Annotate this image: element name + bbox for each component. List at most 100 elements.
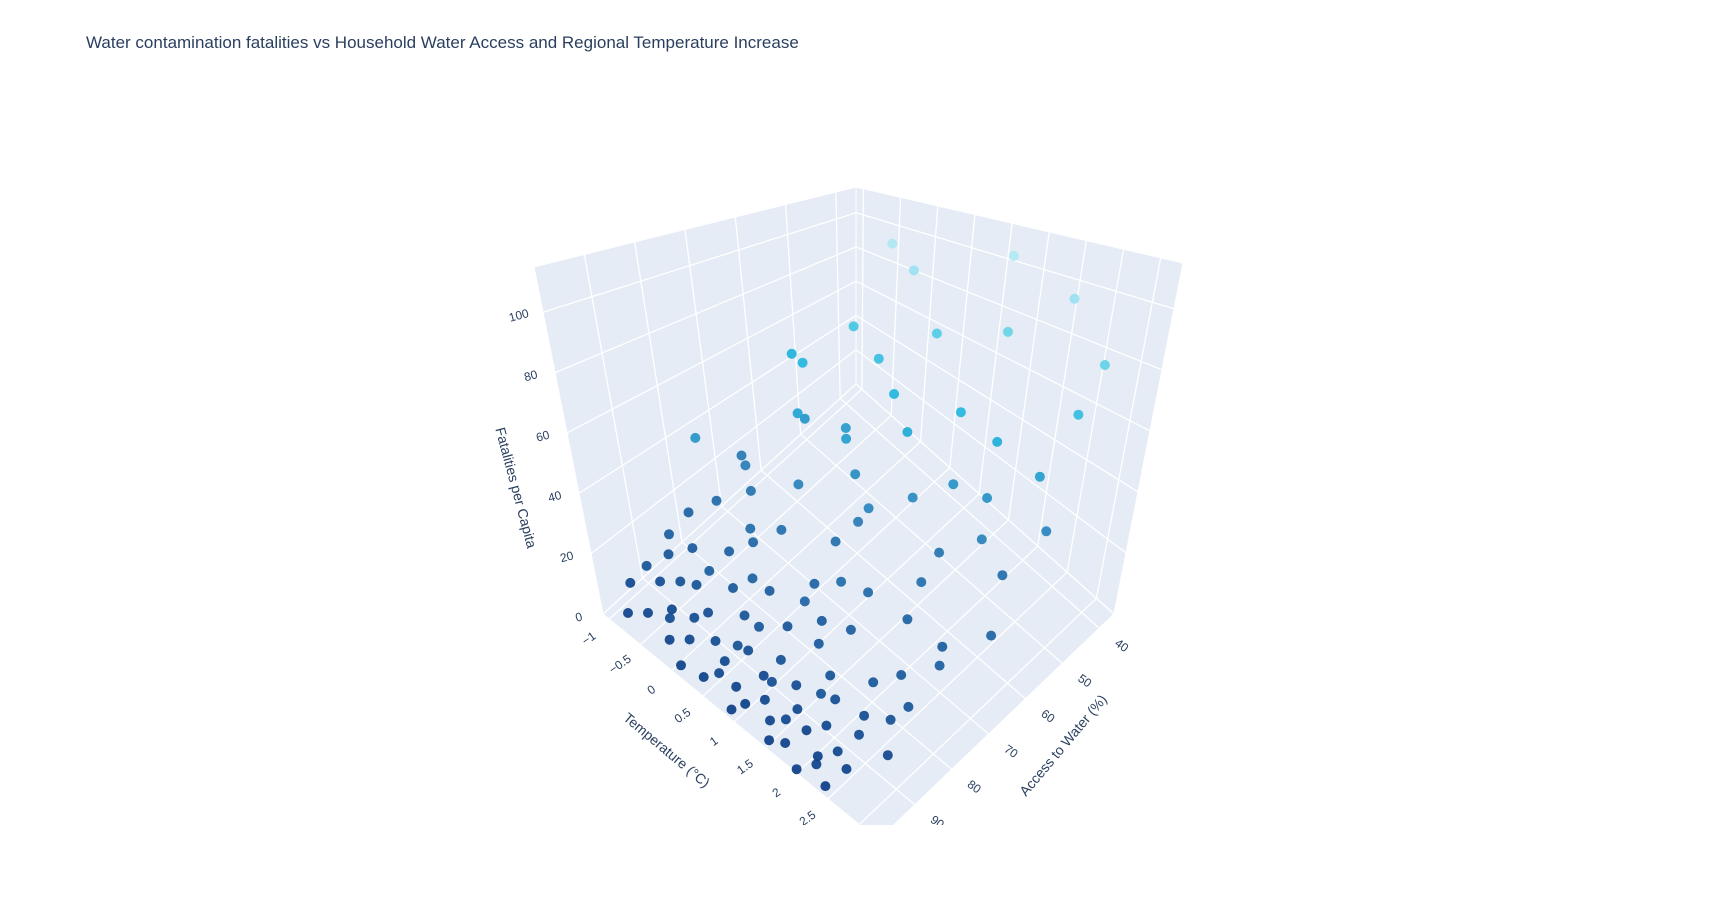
data-point[interactable]	[703, 607, 714, 618]
data-point[interactable]	[726, 704, 737, 715]
data-point[interactable]	[655, 576, 666, 587]
data-point[interactable]	[1073, 409, 1084, 420]
data-point[interactable]	[813, 638, 824, 649]
data-point[interactable]	[816, 615, 827, 626]
data-point[interactable]	[976, 534, 987, 545]
data-point[interactable]	[764, 735, 775, 746]
data-point[interactable]	[740, 460, 751, 471]
data-point[interactable]	[854, 729, 864, 740]
data-point[interactable]	[903, 701, 914, 712]
data-point[interactable]	[791, 764, 802, 775]
data-point[interactable]	[754, 621, 764, 632]
data-point[interactable]	[792, 408, 803, 419]
data-point[interactable]	[623, 608, 633, 618]
data-point[interactable]	[625, 577, 636, 588]
data-point[interactable]	[780, 738, 791, 748]
data-point[interactable]	[853, 516, 864, 527]
data-point[interactable]	[711, 495, 722, 506]
data-point[interactable]	[986, 630, 997, 641]
data-point[interactable]	[948, 479, 959, 490]
data-point[interactable]	[832, 746, 843, 757]
data-point[interactable]	[1069, 293, 1080, 304]
data-point[interactable]	[868, 677, 879, 688]
data-point[interactable]	[698, 672, 709, 682]
data-point[interactable]	[825, 670, 836, 681]
data-point[interactable]	[724, 546, 735, 557]
data-point[interactable]	[732, 640, 743, 651]
data-point[interactable]	[889, 389, 900, 399]
data-point[interactable]	[759, 694, 770, 705]
data-point[interactable]	[776, 524, 787, 535]
data-point[interactable]	[873, 353, 884, 364]
data-point[interactable]	[664, 634, 675, 645]
data-point[interactable]	[664, 613, 675, 624]
data-point[interactable]	[740, 698, 751, 709]
data-point[interactable]	[863, 503, 874, 514]
data-point[interactable]	[764, 585, 775, 596]
data-point[interactable]	[758, 670, 769, 681]
data-point[interactable]	[748, 537, 759, 548]
data-point[interactable]	[643, 607, 653, 618]
data-point[interactable]	[799, 596, 810, 607]
data-point[interactable]	[791, 680, 802, 691]
data-point[interactable]	[801, 725, 812, 736]
data-point[interactable]	[664, 529, 674, 540]
data-point[interactable]	[728, 583, 738, 593]
data-point[interactable]	[997, 570, 1008, 581]
data-point[interactable]	[955, 407, 966, 418]
data-point[interactable]	[793, 479, 804, 490]
data-point[interactable]	[663, 549, 674, 560]
data-point[interactable]	[689, 612, 700, 623]
data-point[interactable]	[992, 436, 1003, 447]
data-point[interactable]	[845, 624, 856, 635]
data-point[interactable]	[916, 577, 927, 588]
data-point[interactable]	[739, 610, 750, 621]
data-point[interactable]	[641, 560, 652, 571]
data-point[interactable]	[719, 656, 730, 667]
data-point[interactable]	[736, 450, 747, 461]
data-point[interactable]	[1041, 526, 1052, 537]
data-point[interactable]	[841, 433, 852, 444]
data-point[interactable]	[902, 614, 913, 625]
data-point[interactable]	[1034, 471, 1045, 482]
data-point[interactable]	[809, 578, 820, 589]
data-point[interactable]	[691, 579, 702, 590]
data-point[interactable]	[1003, 326, 1013, 337]
data-point[interactable]	[690, 432, 701, 443]
data-point[interactable]	[780, 714, 791, 725]
data-point[interactable]	[841, 764, 852, 774]
data-point[interactable]	[848, 321, 859, 332]
data-point[interactable]	[863, 587, 874, 598]
data-point[interactable]	[704, 565, 715, 576]
data-point[interactable]	[908, 265, 919, 276]
data-point[interactable]	[745, 485, 756, 496]
data-point[interactable]	[887, 238, 898, 249]
data-point[interactable]	[799, 413, 810, 424]
data-point[interactable]	[982, 493, 993, 503]
data-point[interactable]	[684, 634, 695, 645]
data-point[interactable]	[885, 714, 896, 725]
data-point[interactable]	[840, 423, 851, 433]
data-point[interactable]	[676, 660, 686, 671]
data-point[interactable]	[745, 523, 756, 534]
data-point[interactable]	[714, 668, 725, 679]
data-point[interactable]	[786, 348, 797, 359]
data-point[interactable]	[1008, 251, 1019, 261]
data-point[interactable]	[811, 759, 822, 770]
data-point[interactable]	[907, 492, 918, 503]
data-point[interactable]	[710, 636, 721, 646]
data-point[interactable]	[792, 704, 803, 715]
data-point[interactable]	[743, 645, 754, 656]
data-point[interactable]	[675, 576, 686, 587]
data-point[interactable]	[836, 576, 847, 587]
data-point[interactable]	[830, 536, 841, 547]
data-point[interactable]	[902, 427, 913, 437]
data-point[interactable]	[934, 547, 945, 558]
data-point[interactable]	[821, 720, 832, 731]
data-point[interactable]	[937, 641, 948, 652]
data-point[interactable]	[766, 676, 777, 687]
data-point[interactable]	[1099, 360, 1110, 370]
data-point[interactable]	[820, 781, 831, 792]
data-point[interactable]	[782, 621, 793, 632]
